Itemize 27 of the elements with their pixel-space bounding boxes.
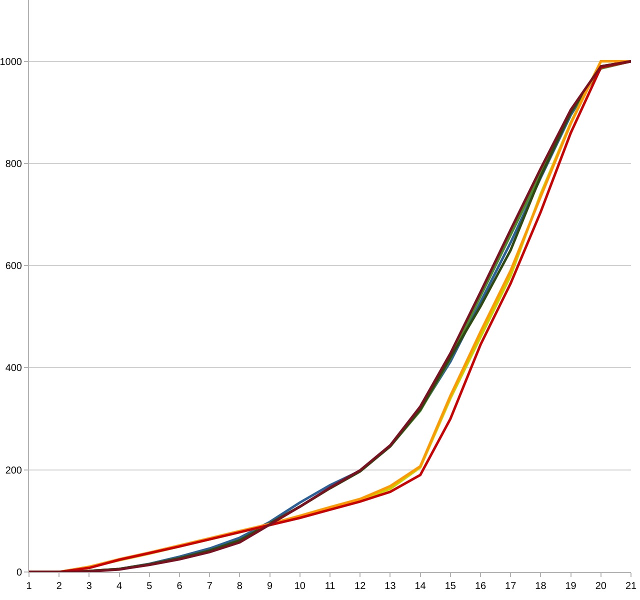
x-tick-label: 2 <box>56 581 62 592</box>
y-tick-label: 0 <box>16 568 22 578</box>
x-tick-label: 14 <box>414 581 426 592</box>
x-tick-label: 17 <box>505 581 517 592</box>
x-tick-label: 16 <box>474 581 486 592</box>
x-tick-label: 13 <box>384 581 396 592</box>
x-tick-label: 20 <box>595 581 607 592</box>
x-tick-label: 7 <box>206 581 213 592</box>
x-tick-label: 12 <box>354 581 366 592</box>
x-tick-label: 6 <box>176 581 183 592</box>
x-tick-label: 11 <box>324 581 336 592</box>
y-tick-label: 800 <box>5 158 22 170</box>
x-tick-label: 4 <box>116 581 123 592</box>
x-tick-label: 10 <box>294 581 306 592</box>
x-tick-label: 21 <box>625 581 637 592</box>
x-tick-label: 19 <box>565 581 577 592</box>
x-tick-label: 5 <box>146 581 153 592</box>
x-tick-label: 3 <box>86 581 92 592</box>
x-tick-label: 15 <box>444 581 456 592</box>
y-tick-label: 200 <box>5 465 22 476</box>
x-tick-label: 8 <box>236 581 243 592</box>
y-tick-label: 600 <box>5 261 22 272</box>
x-tick-label: 18 <box>535 581 547 592</box>
y-tick-label: 400 <box>5 363 22 374</box>
x-tick-label: 9 <box>267 581 274 592</box>
y-tick-label: 1000 <box>0 56 22 68</box>
x-tick-label: 1 <box>26 581 32 592</box>
